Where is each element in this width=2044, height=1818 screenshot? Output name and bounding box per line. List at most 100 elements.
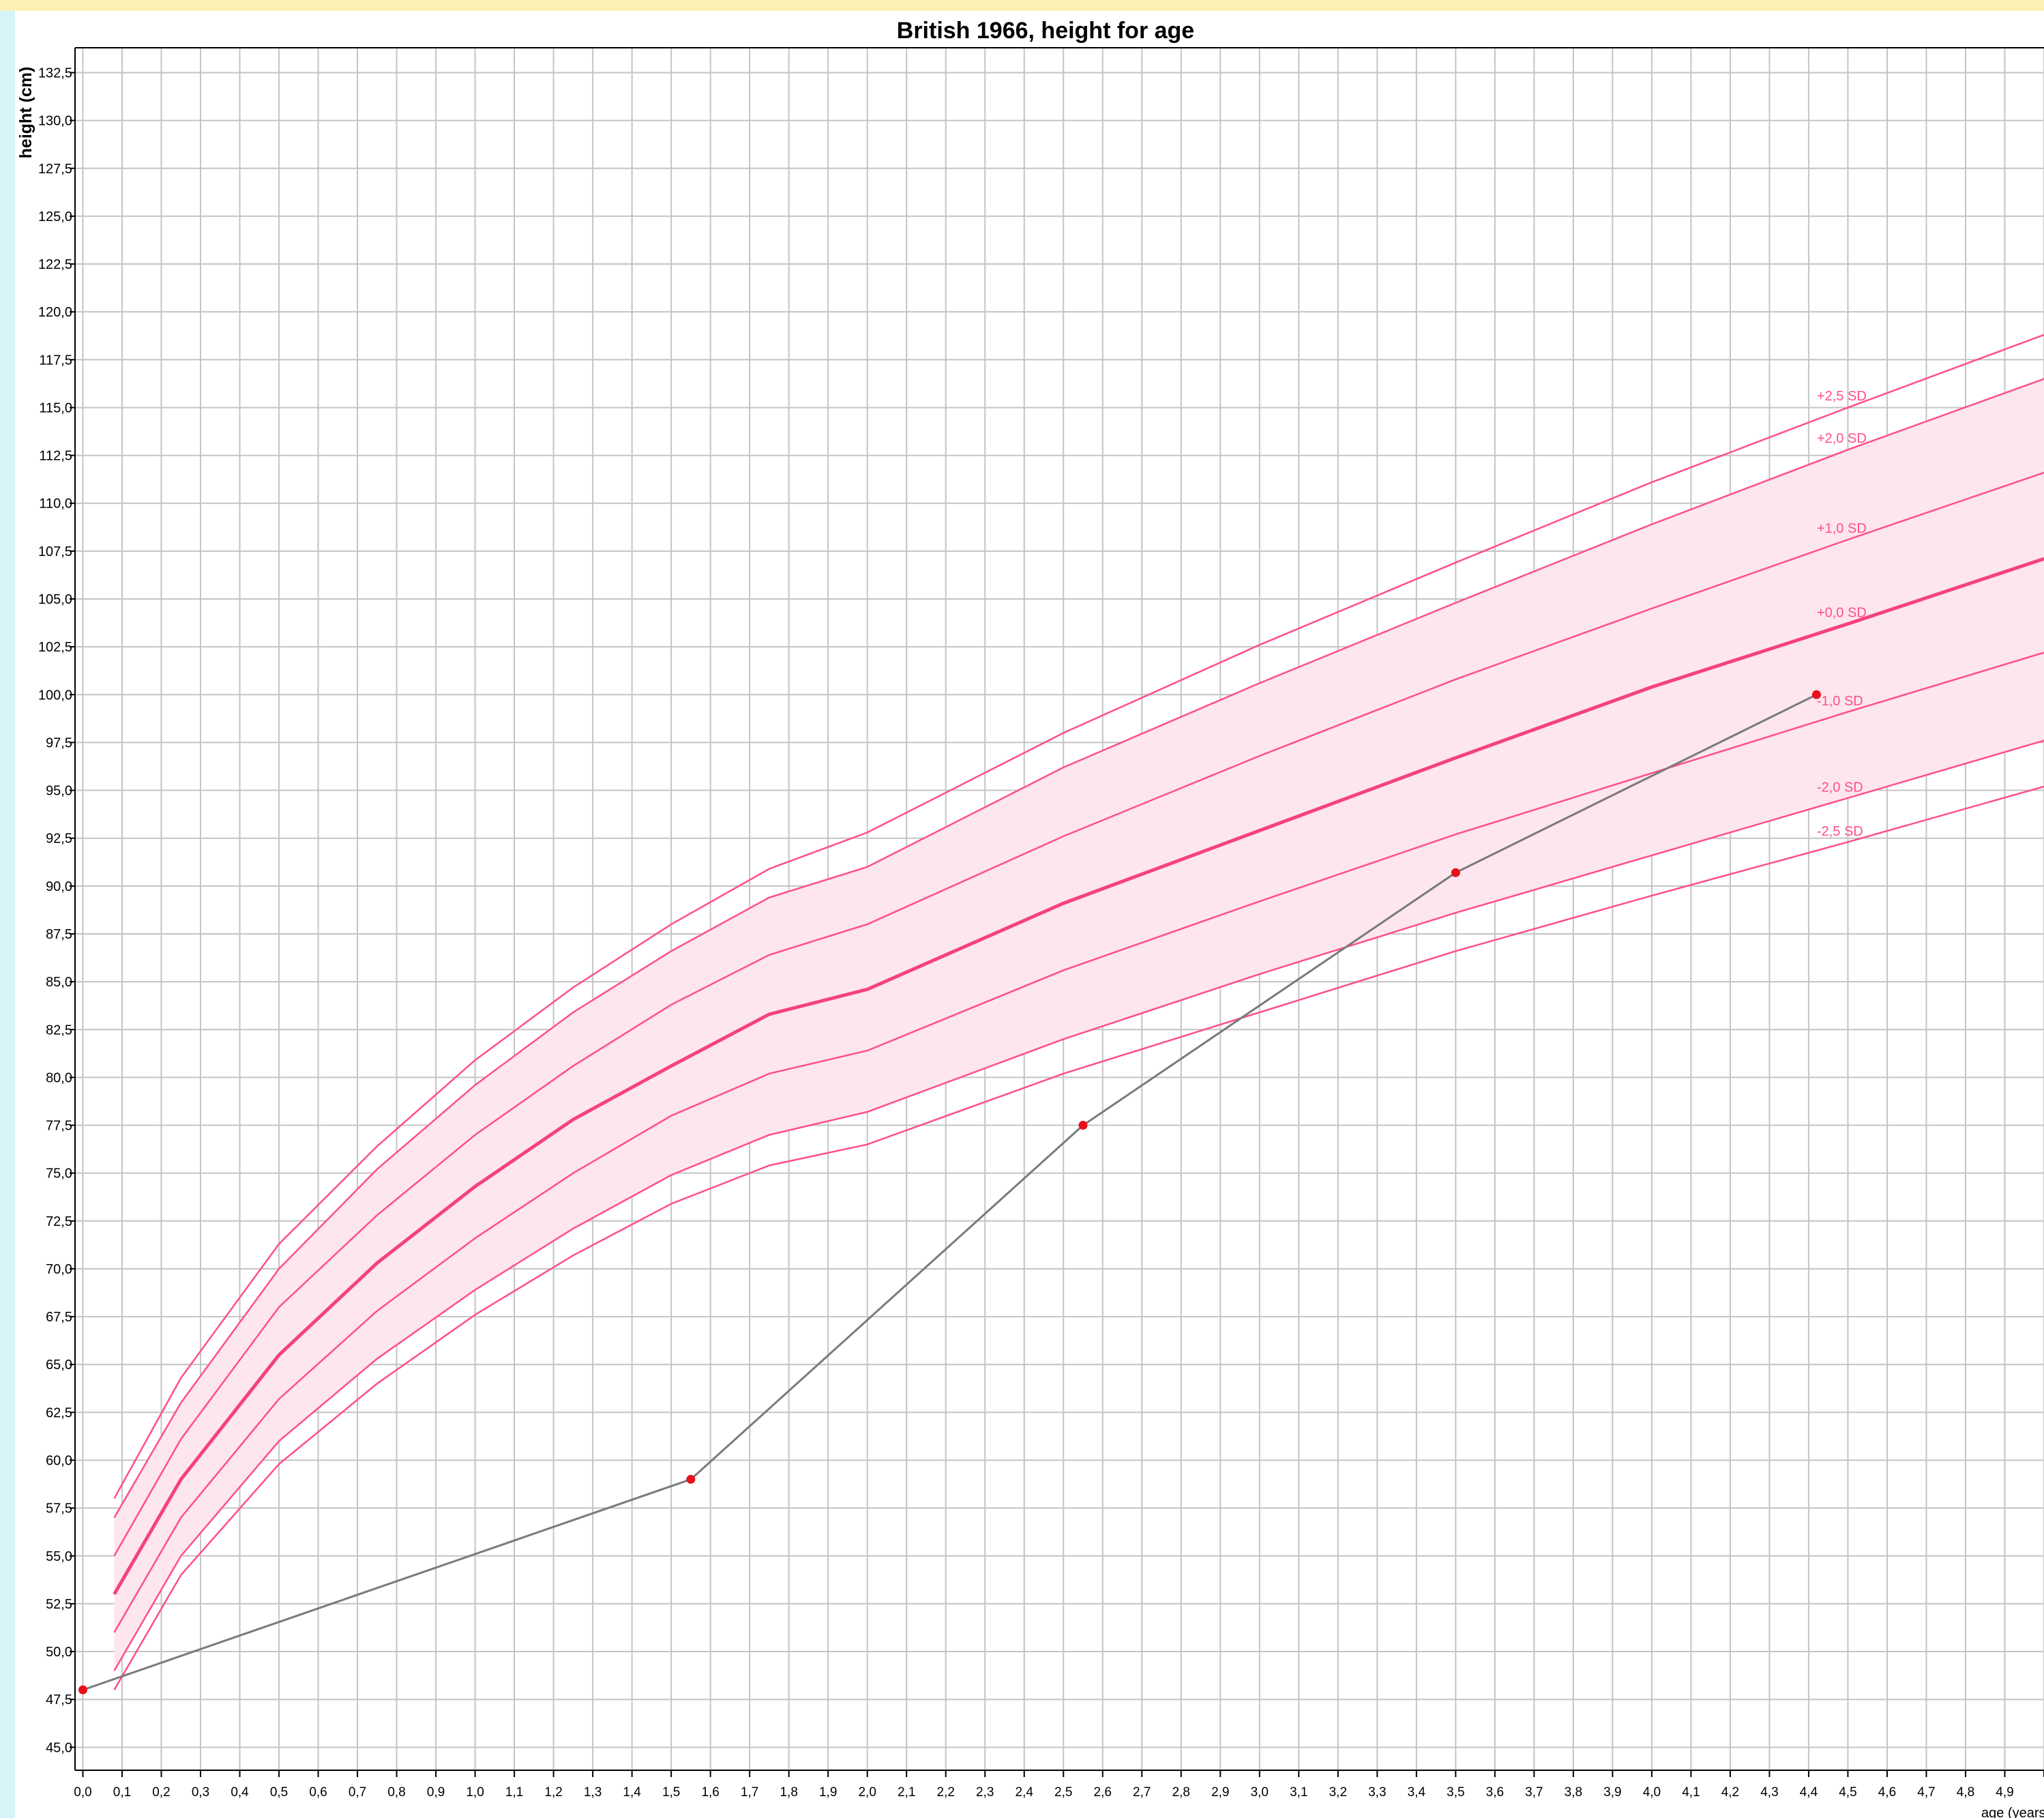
reference-curves: [113, 334, 2044, 1690]
y-tick-label: 95,0: [46, 784, 72, 799]
y-tick-label: 127,5: [38, 162, 72, 177]
curve-2-5-sd: [113, 334, 2044, 1499]
y-tick-label: 122,5: [38, 257, 72, 272]
x-tick-label: 4,6: [1878, 1785, 1896, 1800]
x-tick-label: 1,8: [780, 1785, 797, 1800]
patient-height-point: [78, 1685, 88, 1695]
curve-1-0-sd: [113, 651, 2044, 1633]
axes: [70, 47, 2044, 1777]
x-tick-label: 3,1: [1290, 1785, 1307, 1800]
curve-label: +0,0 SD: [1817, 606, 1867, 621]
y-tick-label: 130,0: [38, 114, 72, 129]
x-tick-label: 2,2: [937, 1785, 955, 1800]
x-tick-label: 0,4: [231, 1785, 249, 1800]
y-tick-label: 50,0: [46, 1645, 72, 1660]
x-tick-label: 3,7: [1525, 1785, 1543, 1800]
curve-2-0-sd: [113, 739, 2044, 1671]
x-tick-label: 3,6: [1486, 1785, 1504, 1800]
sd-band: [114, 379, 2044, 1671]
x-tick-label: 0,1: [113, 1785, 131, 1800]
x-tick-label: 0,5: [270, 1785, 288, 1800]
x-tick-label: 3,5: [1447, 1785, 1464, 1800]
x-tick-label: 4,8: [1957, 1785, 1974, 1800]
x-tick-label: 2,0: [858, 1785, 876, 1800]
x-tick-label: 2,3: [976, 1785, 994, 1800]
top-border-strip: [0, 0, 2044, 11]
x-tick-label: 3,4: [1408, 1785, 1426, 1800]
y-tick-label: 85,0: [46, 975, 72, 990]
patient-height-point: [686, 1475, 696, 1484]
x-tick-label: 0,9: [427, 1785, 445, 1800]
y-tick-label: 77,5: [46, 1119, 72, 1134]
x-tick-label: 2,4: [1016, 1785, 1034, 1800]
x-tick-label: 1,0: [466, 1785, 484, 1800]
x-tick-label: 2,1: [898, 1785, 915, 1800]
x-tick-label: 1,3: [584, 1785, 602, 1800]
y-tick-label: 67,5: [46, 1310, 72, 1325]
y-tick-label: 107,5: [38, 544, 72, 559]
x-tick-label: 2,6: [1094, 1785, 1112, 1800]
x-tick-label: 3,0: [1251, 1785, 1269, 1800]
y-tick-label: 52,5: [46, 1597, 72, 1612]
curve-0-0-sd: [113, 557, 2044, 1596]
x-tick-label: 3,8: [1565, 1785, 1582, 1800]
x-tick-label: 4,1: [1682, 1785, 1700, 1800]
y-tick-label: 82,5: [46, 1023, 72, 1038]
x-tick-label: 4,3: [1760, 1785, 1778, 1800]
curve-labels: +2,5 SD +2,0 SD +1,0 SD +0,0 SD -1,0 SD -2,0 …: [1817, 389, 1867, 839]
y-tick-label: 87,5: [46, 927, 72, 942]
y-tick-label: 97,5: [46, 735, 72, 750]
patient-height-point: [1078, 1121, 1088, 1130]
y-tick-label: 70,0: [46, 1262, 72, 1277]
patient-height-point: [1811, 690, 1821, 699]
x-tick-label: 3,3: [1368, 1785, 1386, 1800]
y-tick-label: 60,0: [46, 1454, 72, 1469]
x-tick-label: 0,8: [387, 1785, 405, 1800]
y-tick-labels: 45,0 47,5 50,0 52,5 55,0 57,5 60,0 62,5 65,0 67,5…: [38, 65, 72, 1755]
y-tick-label: 110,0: [39, 497, 72, 512]
x-tick-label: 3,2: [1329, 1785, 1347, 1800]
y-tick-label: 45,0: [46, 1740, 72, 1755]
x-tick-label: 4,9: [1996, 1785, 2013, 1800]
x-tick-label: 0,6: [309, 1785, 327, 1800]
x-tick-label: 0,7: [349, 1785, 366, 1800]
x-tick-label: 2,7: [1133, 1785, 1151, 1800]
x-tick-label: 2,5: [1054, 1785, 1072, 1800]
curve-label: +1,0 SD: [1817, 521, 1867, 536]
curve-label: -1,0 SD: [1817, 694, 1863, 709]
y-tick-label: 117,5: [39, 353, 72, 368]
curve-label: +2,0 SD: [1817, 431, 1867, 446]
y-tick-label: 125,0: [38, 209, 72, 224]
curve-label: -2,5 SD: [1817, 824, 1863, 839]
x-tick-label: 4,7: [1917, 1785, 1935, 1800]
x-tick-label: 0,3: [192, 1785, 209, 1800]
y-tick-label: 100,0: [38, 688, 72, 703]
y-tick-label: 80,0: [46, 1070, 72, 1085]
x-tick-label: 1,4: [623, 1785, 641, 1800]
x-tick-label: 1,7: [741, 1785, 758, 1800]
y-tick-label: 90,0: [46, 879, 72, 894]
curve-2-0-sd: [113, 378, 2044, 1519]
y-tick-label: 112,5: [39, 449, 72, 464]
curve-2-5-sd: [113, 785, 2044, 1690]
curve-label: -2,0 SD: [1817, 780, 1863, 795]
x-tick-label: 3,9: [1603, 1785, 1621, 1800]
x-tick-label: 1,1: [505, 1785, 523, 1800]
reference-band: [114, 379, 2044, 1671]
y-tick-label: 75,0: [46, 1167, 72, 1182]
y-axis-label: height (cm): [16, 67, 35, 159]
y-tick-label: 55,0: [46, 1549, 72, 1564]
x-tick-label: 1,5: [662, 1785, 680, 1800]
x-tick-label: 2,9: [1211, 1785, 1229, 1800]
x-tick-label: 0,2: [152, 1785, 170, 1800]
y-tick-label: 65,0: [46, 1358, 72, 1373]
chart-title: British 1966, height for age: [897, 18, 1194, 44]
y-tick-label: 72,5: [46, 1214, 72, 1229]
x-tick-label: 2,8: [1172, 1785, 1190, 1800]
x-tick-label: 4,0: [1643, 1785, 1661, 1800]
y-tick-label: 105,0: [38, 592, 72, 607]
x-tick-label: 0,0: [74, 1785, 91, 1800]
patient-measurements: [78, 690, 1821, 1695]
y-tick-label: 132,5: [38, 65, 72, 80]
x-tick-label: 1,9: [819, 1785, 837, 1800]
